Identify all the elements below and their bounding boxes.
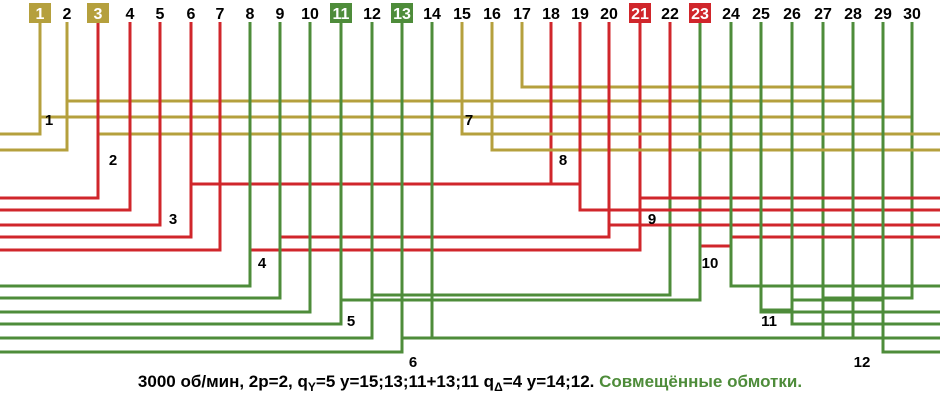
slot-number-10: 10 — [301, 6, 319, 23]
slot-number-25: 25 — [752, 6, 770, 23]
slot-number-15: 15 — [453, 6, 471, 23]
coil-number-6: 6 — [409, 354, 417, 370]
lead-wire-18 — [0, 22, 374, 340]
coil-number-1: 1 — [45, 112, 53, 129]
slot-number-16: 16 — [483, 6, 501, 23]
slot-number-12: 12 — [363, 6, 381, 23]
slot-number-14: 14 — [423, 6, 441, 23]
slot-number-4: 4 — [126, 6, 135, 23]
lead-wire-8 — [0, 22, 193, 239]
coil-number-12: 12 — [854, 354, 871, 370]
coil-loop-20 — [821, 22, 914, 300]
slot-number-9: 9 — [276, 6, 285, 23]
coil-number-11: 11 — [761, 313, 777, 330]
coil-loop-5 — [520, 22, 855, 89]
coil-number-4: 4 — [258, 255, 267, 272]
slot-number-22: 22 — [661, 6, 679, 23]
slot-highlight-1 — [29, 3, 51, 23]
lead-wire-16 — [0, 22, 312, 314]
caption-part4: Совмещённые обмотки. — [599, 372, 803, 391]
lead-wire-22 — [790, 22, 940, 326]
coil-loop-12 — [638, 22, 672, 200]
slot-number-21: 21 — [631, 6, 649, 23]
slot-labels: 1 2 3 4 5 6 7 8 9 10 11 12 13 14 15 16 17 18 19 20 21 22 23 24 2… — [29, 3, 921, 23]
lead-wire-21 — [759, 22, 940, 314]
slot-number-11: 11 — [333, 6, 350, 23]
lead-wire-2 — [0, 22, 69, 152]
slot-number-23: 23 — [691, 6, 709, 23]
slot-number-30: 30 — [903, 6, 921, 23]
slot-number-5: 5 — [156, 6, 165, 23]
lead-wire-11 — [607, 22, 940, 227]
coil-loop-18 — [759, 22, 794, 312]
lead-wire-15 — [0, 22, 282, 300]
lead-wire-17 — [0, 22, 343, 326]
slot-number-6: 6 — [187, 6, 196, 23]
lead-wire-3 — [460, 22, 940, 136]
slot-number-3: 3 — [94, 6, 103, 23]
coil-loop-16 — [400, 22, 855, 340]
caption-part1: 3000 об/мин, 2р=2, q — [137, 372, 308, 391]
slot-number-17: 17 — [513, 6, 531, 23]
coil-number-3: 3 — [169, 211, 177, 228]
slot-highlight-21 — [629, 3, 651, 23]
coil-number-7: 7 — [465, 112, 473, 129]
coil-loop-9 — [218, 22, 553, 186]
caption-part3: =4 y=14;12. — [502, 372, 595, 391]
coil-loop-11 — [278, 22, 611, 239]
coil-number-5: 5 — [347, 313, 355, 330]
slot-number-19: 19 — [571, 6, 589, 23]
lead-wire-7 — [0, 22, 162, 227]
slot-number-26: 26 — [783, 6, 801, 23]
lead-wire-19 — [0, 22, 404, 354]
lead-wire-14 — [0, 22, 252, 288]
lead-wire-9 — [0, 22, 222, 252]
lead-wire-5 — [0, 22, 100, 200]
caption-sub-y: Y — [307, 380, 316, 394]
slot-number-24: 24 — [722, 6, 740, 23]
lead-wire-1 — [0, 22, 42, 136]
coil-loop-19 — [790, 22, 885, 302]
slot-number-2: 2 — [63, 6, 72, 23]
lead-wire-23 — [851, 22, 940, 340]
slot-number-7: 7 — [216, 6, 225, 23]
lead-wire-20 — [729, 22, 940, 288]
coil-number-10: 10 — [702, 255, 719, 272]
slot-number-8: 8 — [246, 6, 255, 23]
lead-wire-12 — [668, 22, 940, 200]
lead-wire-10 — [578, 22, 940, 212]
winding-diagram: 1 2 3 4 5 6 7 8 9 10 11 12 13 14 15 16 17 18 19 20 21 22 23 24 2… — [0, 3, 940, 370]
slot-number-1: 1 — [36, 6, 45, 23]
slot-number-13: 13 — [393, 6, 411, 23]
coil-number-2: 2 — [109, 152, 117, 169]
slot-highlight-11 — [330, 3, 352, 23]
lead-wire-6 — [0, 22, 132, 212]
coil-number-8: 8 — [559, 152, 567, 169]
slot-number-20: 20 — [600, 6, 618, 23]
caption-part2: =5 y=15;13;11+13;11 q — [315, 372, 495, 391]
slot-highlight-3 — [87, 3, 109, 23]
slot-highlight-23 — [689, 3, 711, 23]
caption-sub-d: Δ — [494, 380, 503, 394]
lead-wire-24 — [881, 22, 940, 354]
slot-number-18: 18 — [542, 6, 560, 23]
slot-number-28: 28 — [844, 6, 862, 23]
slot-number-27: 27 — [814, 6, 832, 23]
slot-highlight-13 — [391, 3, 413, 23]
coil-number-9: 9 — [648, 211, 656, 228]
caption: 3000 об/мин, 2р=2, qY=5 y=15;13;11+13;11… — [0, 372, 940, 394]
coil-wires — [0, 22, 940, 354]
coil-loop-3 — [460, 22, 914, 119]
coil-loop-2 — [65, 22, 855, 103]
slot-number-29: 29 — [874, 6, 892, 23]
